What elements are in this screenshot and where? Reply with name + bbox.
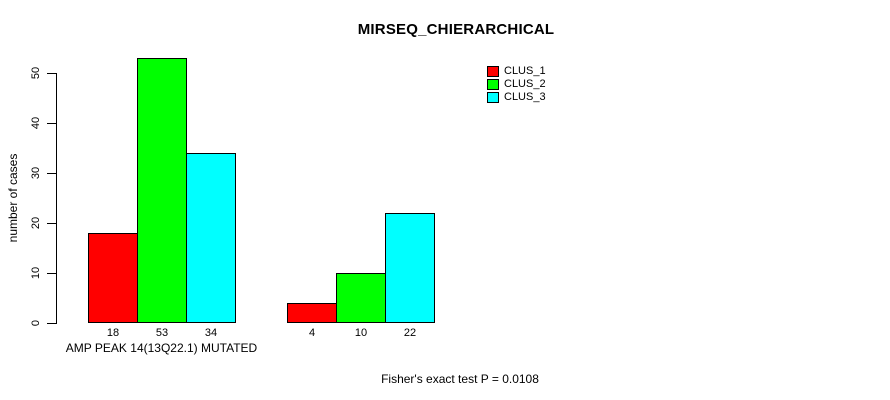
y-tick-label: 40 xyxy=(30,116,42,130)
bar-clus_3-group2 xyxy=(385,213,435,323)
legend-label: CLUS_2 xyxy=(504,78,546,90)
y-tick-label: 20 xyxy=(30,216,42,230)
y-axis-tick xyxy=(47,223,56,224)
legend-swatch-icon xyxy=(487,79,499,90)
y-tick-label: 50 xyxy=(30,66,42,80)
bar-clus_1-group1 xyxy=(88,233,138,323)
bar-clus_3-group1 xyxy=(186,153,236,323)
y-axis-line xyxy=(56,73,57,324)
bar-clus_2-group2 xyxy=(336,273,386,323)
x-axis-title: AMP PEAK 14(13Q22.1) MUTATED xyxy=(65,341,258,355)
y-tick-label: 10 xyxy=(30,266,42,280)
legend-swatch-icon xyxy=(487,92,499,103)
y-axis-tick xyxy=(47,273,56,274)
y-axis-tick xyxy=(47,173,56,174)
y-axis-tick xyxy=(47,323,56,324)
bar-value-label: 34 xyxy=(204,327,218,339)
pvalue-footnote: Fisher's exact test P = 0.0108 xyxy=(381,372,539,386)
bar-value-label: 22 xyxy=(403,327,417,339)
bar-clus_1-group2 xyxy=(287,303,337,323)
legend-item-clus_3: CLUS_3 xyxy=(487,92,546,103)
y-tick-label: 0 xyxy=(30,319,42,327)
y-axis-tick xyxy=(47,123,56,124)
legend-swatch-icon xyxy=(487,66,499,77)
bar-value-label: 18 xyxy=(106,327,120,339)
bar-value-label: 10 xyxy=(354,327,368,339)
bar-value-label: 4 xyxy=(308,327,316,339)
y-tick-label: 30 xyxy=(30,166,42,180)
legend: CLUS_1 CLUS_2 CLUS_3 xyxy=(487,66,546,105)
chart-title: MIRSEQ_CHIERARCHICAL xyxy=(357,21,555,38)
legend-item-clus_2: CLUS_2 xyxy=(487,79,546,90)
legend-item-clus_1: CLUS_1 xyxy=(487,66,546,77)
legend-label: CLUS_1 xyxy=(504,65,546,77)
bar-clus_2-group1 xyxy=(137,58,187,323)
legend-label: CLUS_3 xyxy=(504,91,546,103)
y-axis-tick xyxy=(47,73,56,74)
bar-value-label: 53 xyxy=(155,327,169,339)
